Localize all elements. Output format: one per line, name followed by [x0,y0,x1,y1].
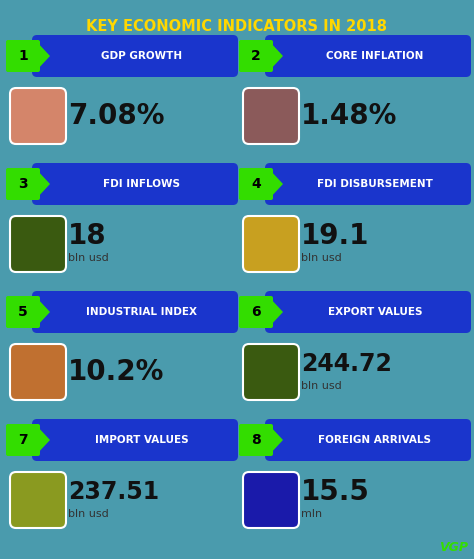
FancyBboxPatch shape [265,35,471,77]
Polygon shape [36,169,50,199]
Text: 15.5: 15.5 [301,478,370,506]
Text: 4: 4 [251,177,261,191]
FancyBboxPatch shape [239,296,273,328]
FancyBboxPatch shape [32,35,238,77]
Text: 2: 2 [251,49,261,63]
Text: mln: mln [301,509,322,519]
Text: 10.2%: 10.2% [68,358,164,386]
Text: bln usd: bln usd [68,253,109,263]
FancyBboxPatch shape [32,419,238,461]
FancyBboxPatch shape [265,291,471,333]
FancyBboxPatch shape [265,419,471,461]
FancyBboxPatch shape [239,40,273,72]
Polygon shape [36,41,50,71]
Polygon shape [36,425,50,455]
Text: 18: 18 [68,222,107,250]
FancyBboxPatch shape [265,163,471,205]
Polygon shape [269,41,283,71]
Text: FDI INFLOWS: FDI INFLOWS [103,179,181,189]
Text: 6: 6 [251,305,261,319]
Polygon shape [269,169,283,199]
FancyBboxPatch shape [10,472,66,528]
Text: CORE INFLATION: CORE INFLATION [326,51,424,61]
Text: 237.51: 237.51 [68,480,159,504]
Text: 7.08%: 7.08% [68,102,164,130]
FancyBboxPatch shape [32,291,238,333]
FancyBboxPatch shape [243,344,299,400]
FancyBboxPatch shape [32,163,238,205]
FancyBboxPatch shape [6,40,40,72]
FancyBboxPatch shape [243,216,299,272]
FancyBboxPatch shape [239,424,273,456]
Polygon shape [269,297,283,327]
Text: GDP GROWTH: GDP GROWTH [101,51,182,61]
Text: 5: 5 [18,305,28,319]
Text: bln usd: bln usd [68,509,109,519]
Text: bln usd: bln usd [301,253,342,263]
Text: EXPORT VALUES: EXPORT VALUES [328,307,422,317]
FancyBboxPatch shape [243,88,299,144]
Text: KEY ECONOMIC INDICATORS IN 2018: KEY ECONOMIC INDICATORS IN 2018 [86,19,388,34]
FancyBboxPatch shape [239,168,273,200]
Text: FOREIGN ARRIVALS: FOREIGN ARRIVALS [319,435,431,445]
Text: 244.72: 244.72 [301,352,392,376]
Text: 19.1: 19.1 [301,222,369,250]
Text: bln usd: bln usd [301,381,342,391]
FancyBboxPatch shape [6,168,40,200]
Polygon shape [269,425,283,455]
Text: 7: 7 [18,433,28,447]
Text: IMPORT VALUES: IMPORT VALUES [95,435,189,445]
FancyBboxPatch shape [6,296,40,328]
Text: INDUSTRIAL INDEX: INDUSTRIAL INDEX [86,307,198,317]
Text: 1.48%: 1.48% [301,102,397,130]
FancyBboxPatch shape [10,216,66,272]
Polygon shape [36,297,50,327]
Text: 3: 3 [18,177,28,191]
FancyBboxPatch shape [6,424,40,456]
FancyBboxPatch shape [10,344,66,400]
Text: FDI DISBURSEMENT: FDI DISBURSEMENT [317,179,433,189]
Text: 1: 1 [18,49,28,63]
FancyBboxPatch shape [10,88,66,144]
Text: VGP: VGP [439,541,468,554]
FancyBboxPatch shape [243,472,299,528]
Text: 8: 8 [251,433,261,447]
